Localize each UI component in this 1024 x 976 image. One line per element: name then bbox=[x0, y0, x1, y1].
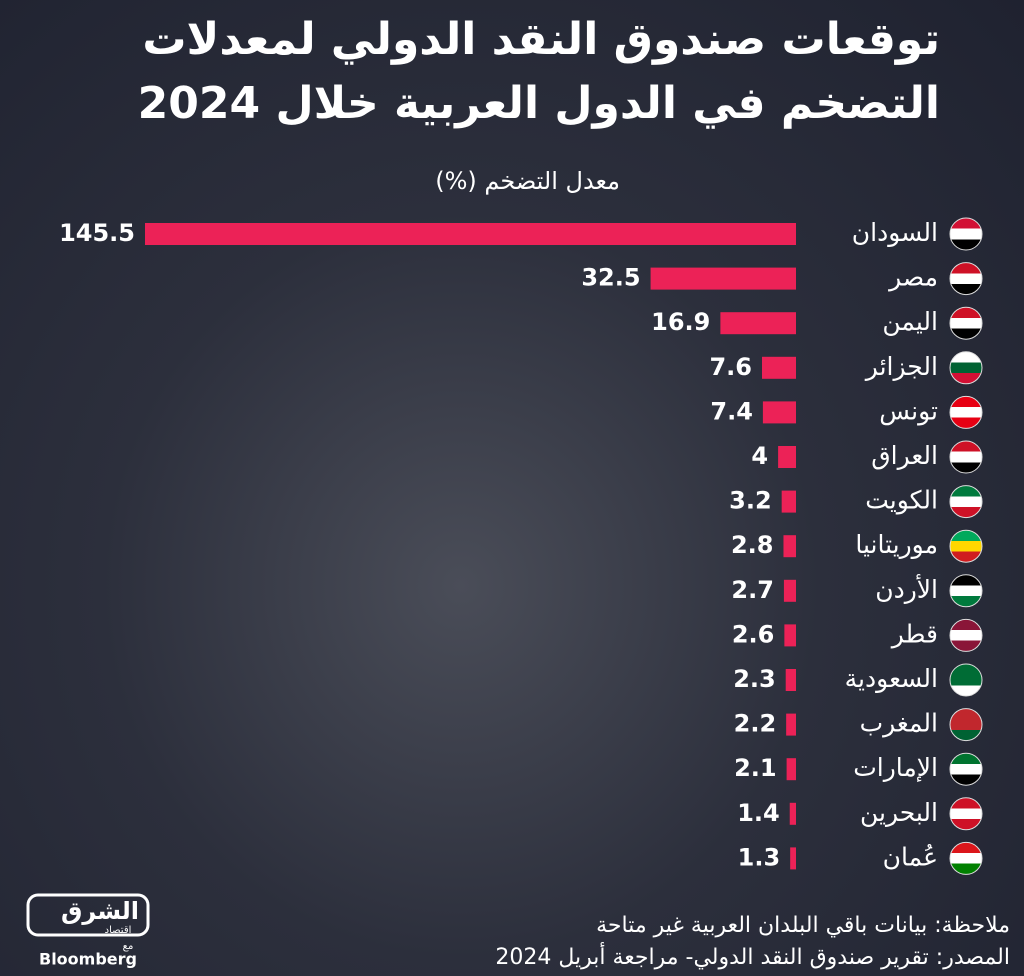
logo-name: الشرق bbox=[61, 897, 139, 925]
bar bbox=[786, 713, 796, 736]
category-label: اليمن bbox=[882, 307, 938, 336]
category-label: الإمارات bbox=[853, 753, 938, 782]
logo-partner: Bloomberg bbox=[39, 950, 137, 969]
flag bbox=[949, 262, 983, 296]
value-label: 2.3 bbox=[733, 665, 776, 693]
value-label: 7.6 bbox=[709, 353, 752, 381]
bar bbox=[789, 802, 796, 825]
value-label: 145.5 bbox=[59, 219, 135, 247]
value-label: 2.1 bbox=[734, 754, 777, 782]
bar bbox=[762, 401, 796, 424]
chart-title: توقعات صندوق النقد الدولي لمعدلات التضخم… bbox=[137, 14, 940, 129]
flag bbox=[949, 663, 983, 697]
value-label: 2.8 bbox=[731, 531, 774, 559]
bar bbox=[783, 579, 796, 602]
bar bbox=[720, 312, 796, 335]
bar bbox=[145, 223, 796, 245]
category-label: البحرين bbox=[860, 798, 938, 827]
flag bbox=[949, 841, 983, 875]
category-label: العراق bbox=[871, 441, 938, 470]
category-label: مصر bbox=[887, 263, 938, 292]
logo: الشرق اقتصاد مع Bloomberg bbox=[26, 893, 150, 969]
value-label: 32.5 bbox=[581, 264, 640, 292]
value-label: 16.9 bbox=[651, 308, 710, 336]
category-label: موريتانيا bbox=[855, 530, 938, 559]
bar bbox=[784, 624, 796, 647]
category-label: تونس bbox=[879, 396, 938, 425]
category-label: قطر bbox=[890, 619, 938, 648]
value-label: 2.6 bbox=[732, 620, 775, 648]
bar bbox=[783, 535, 796, 558]
bar bbox=[786, 758, 796, 781]
flag bbox=[949, 529, 983, 563]
category-label: السودان bbox=[852, 218, 938, 247]
flag bbox=[949, 440, 983, 474]
flag bbox=[949, 306, 983, 340]
category-label: الكويت bbox=[865, 486, 938, 515]
value-label: 1.4 bbox=[737, 799, 780, 827]
value-label: 3.2 bbox=[729, 487, 772, 515]
flag bbox=[949, 395, 983, 429]
flag bbox=[949, 708, 983, 742]
value-label: 2.7 bbox=[731, 576, 774, 604]
note: ملاحظة: بيانات باقي البلدان العربية غير … bbox=[596, 913, 1010, 938]
bar bbox=[781, 490, 796, 513]
flag bbox=[949, 574, 983, 608]
bar bbox=[650, 267, 796, 290]
category-label: المغرب bbox=[860, 709, 938, 738]
category-label: عُمان bbox=[883, 842, 938, 871]
flag bbox=[949, 351, 983, 385]
category-label: الأردن bbox=[875, 573, 938, 604]
flag bbox=[949, 797, 983, 831]
category-label: السعودية bbox=[845, 664, 938, 693]
flag bbox=[949, 752, 983, 786]
logo-frame bbox=[26, 893, 150, 937]
flag bbox=[949, 217, 983, 251]
category-label: الجزائر bbox=[864, 352, 938, 381]
flag bbox=[949, 618, 983, 652]
bar bbox=[785, 669, 796, 691]
chart-subtitle: معدل التضخم (%) bbox=[435, 167, 620, 195]
source: المصدر: تقرير صندوق النقد الدولي- مراجعة… bbox=[495, 942, 1010, 970]
logo-with: مع bbox=[123, 941, 134, 952]
value-label: 7.4 bbox=[710, 397, 753, 425]
bar bbox=[761, 356, 796, 379]
value-label: 4 bbox=[751, 442, 768, 470]
bar bbox=[790, 847, 796, 870]
value-label: 1.3 bbox=[738, 843, 781, 871]
value-label: 2.2 bbox=[734, 710, 777, 738]
flag bbox=[949, 485, 983, 519]
logo-tagline: اقتصاد bbox=[105, 925, 132, 936]
bar bbox=[778, 446, 796, 468]
